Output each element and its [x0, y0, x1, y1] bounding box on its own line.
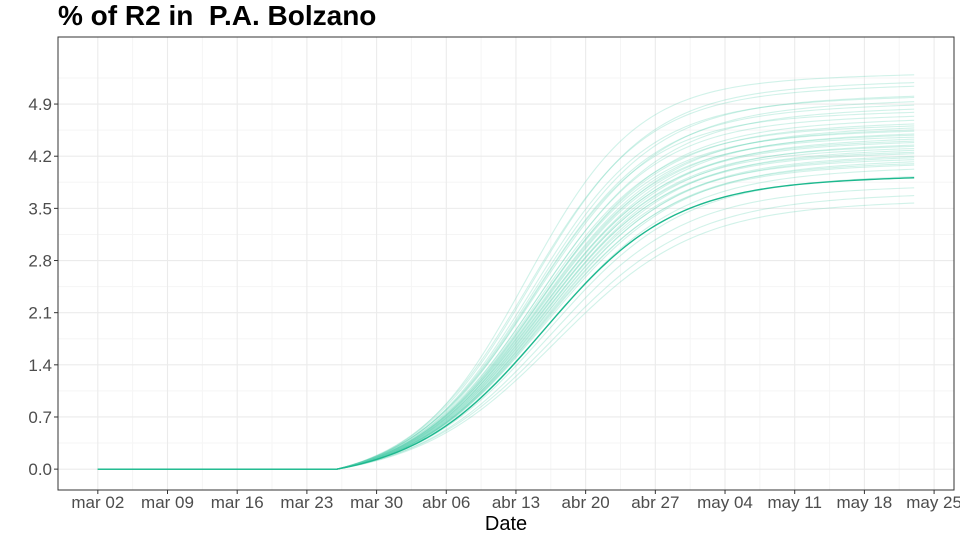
plot-panel-border	[57, 36, 955, 491]
plot-panel	[58, 37, 954, 490]
x-tick-label: abr 06	[422, 493, 470, 512]
x-axis-title: Date	[485, 513, 527, 535]
y-tick-label: 4.2	[28, 147, 52, 166]
y-tick-label: 2.1	[28, 304, 52, 323]
major-gridlines	[58, 37, 954, 490]
x-tick-label: mar 16	[211, 493, 264, 512]
y-tick-label: 2.8	[28, 252, 52, 271]
x-tick-label: mar 02	[71, 493, 124, 512]
main-series-group	[97, 177, 915, 470]
x-tick-label: may 11	[767, 493, 822, 512]
y-tick-label: 0.0	[28, 460, 52, 479]
x-tick-label: mar 23	[280, 493, 333, 512]
x-tick-label: may 04	[697, 493, 753, 512]
main-series-line	[97, 177, 915, 470]
minor-gridlines	[58, 37, 954, 490]
y-tick-label: 0.7	[28, 408, 52, 427]
y-tick-label: 1.4	[28, 356, 52, 375]
x-tick-label: abr 13	[492, 493, 540, 512]
x-tick-label: mar 09	[141, 493, 194, 512]
x-tick-label: mar 30	[350, 493, 403, 512]
x-axis: mar 02 mar 09 mar 16 mar 23 mar 30 abr 06 abr …	[71, 490, 960, 512]
y-axis: 0.0 0.7 1.4 2.1 2.8 3.5 4.2 4.9	[28, 95, 58, 479]
x-tick-label: abr 20	[562, 493, 610, 512]
x-tick-label: may 25	[906, 493, 960, 512]
chart-title: % of R2 in P.A. Bolzano	[58, 0, 377, 31]
x-tick-label: abr 27	[631, 493, 679, 512]
x-tick-label: may 18	[837, 493, 893, 512]
y-tick-label: 4.9	[28, 95, 52, 114]
y-tick-label: 3.5	[28, 199, 52, 218]
